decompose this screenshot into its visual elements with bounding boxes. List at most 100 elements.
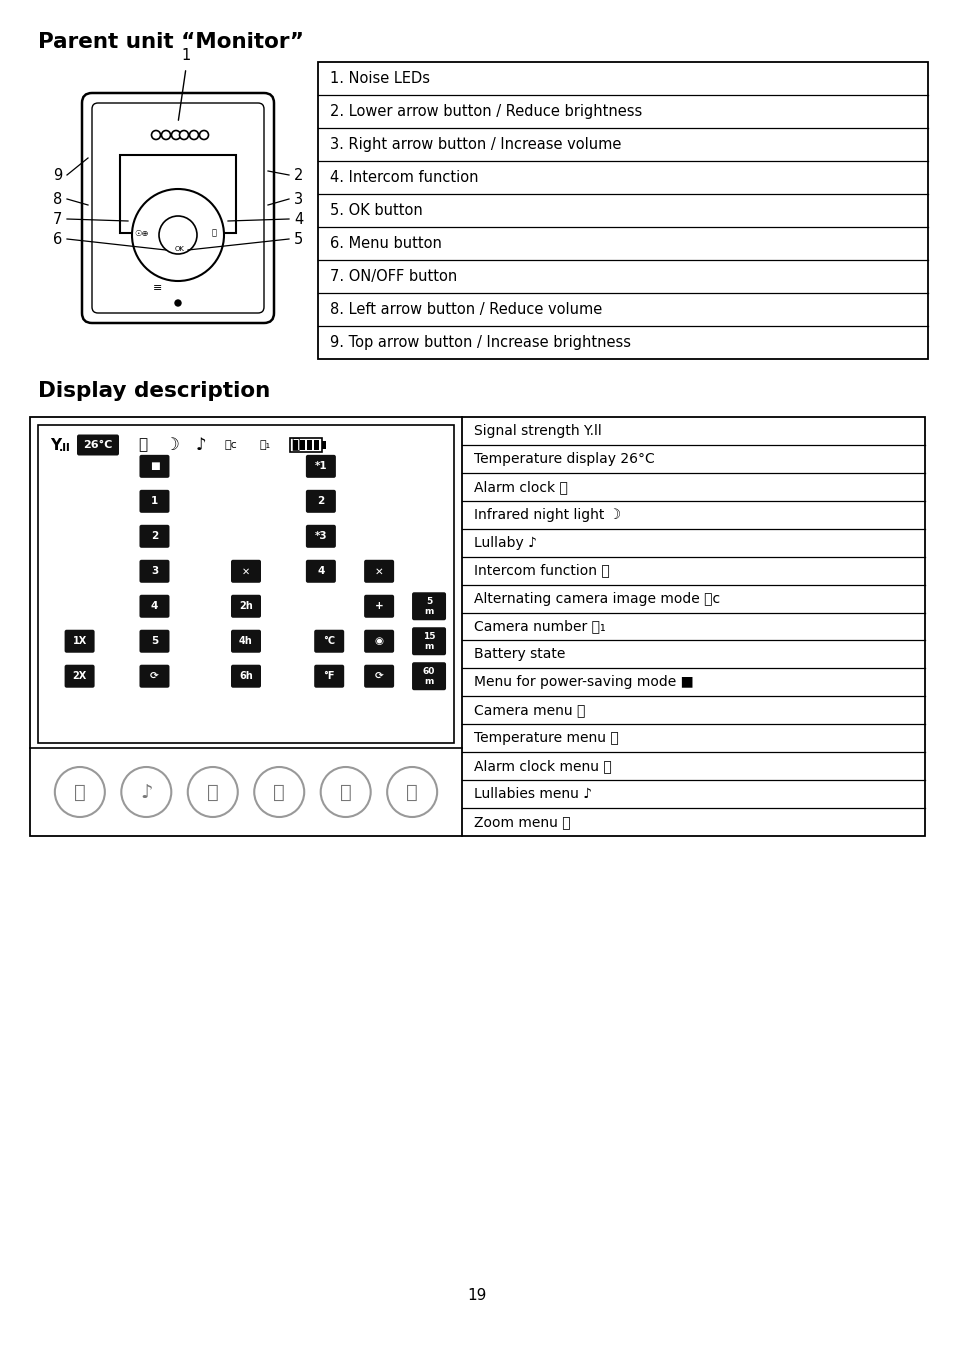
Text: 15
m: 15 m: [422, 632, 435, 651]
Text: 1. Noise LEDs: 1. Noise LEDs: [330, 71, 430, 86]
Text: 🔍: 🔍: [74, 783, 86, 802]
Text: 1: 1: [181, 48, 191, 63]
Text: 9: 9: [52, 168, 62, 183]
FancyBboxPatch shape: [139, 594, 170, 617]
Text: 6. Menu button: 6. Menu button: [330, 235, 441, 252]
Text: 6h: 6h: [239, 671, 253, 681]
Text: ☉⊕: ☉⊕: [134, 229, 149, 238]
FancyBboxPatch shape: [314, 629, 344, 652]
Text: 8: 8: [52, 191, 62, 207]
FancyBboxPatch shape: [82, 93, 274, 323]
Text: ⏰: ⏰: [138, 437, 148, 452]
Text: Lullabies menu ♪: Lullabies menu ♪: [474, 787, 592, 802]
Text: Camera number 📷₁: Camera number 📷₁: [474, 620, 605, 633]
FancyBboxPatch shape: [412, 592, 446, 620]
Bar: [293, 440, 297, 451]
Text: Alarm clock ⏰: Alarm clock ⏰: [474, 480, 567, 494]
Text: 4: 4: [151, 601, 158, 611]
Text: Temperature menu 🌡: Temperature menu 🌡: [474, 732, 618, 745]
FancyBboxPatch shape: [139, 490, 170, 512]
Text: ⟳: ⟳: [150, 671, 159, 681]
Text: 🎤: 🎤: [292, 437, 300, 451]
Text: 🎤: 🎤: [212, 229, 216, 238]
Bar: [299, 440, 305, 451]
Text: 📷₁: 📷₁: [259, 440, 271, 451]
Text: OK: OK: [175, 246, 185, 252]
Text: Lullaby ♪: Lullaby ♪: [474, 535, 537, 550]
FancyBboxPatch shape: [139, 560, 170, 582]
FancyBboxPatch shape: [314, 664, 344, 687]
Text: 26°C: 26°C: [83, 440, 112, 451]
Circle shape: [161, 130, 171, 140]
Text: +: +: [375, 601, 383, 611]
FancyBboxPatch shape: [306, 455, 335, 477]
Text: 5: 5: [294, 231, 303, 246]
Circle shape: [190, 130, 198, 140]
Circle shape: [179, 130, 189, 140]
Bar: [290, 438, 322, 452]
Text: ♪: ♪: [140, 783, 152, 802]
Text: 2: 2: [151, 531, 158, 541]
Text: 🌡: 🌡: [274, 783, 285, 802]
Text: 6: 6: [52, 231, 62, 246]
Text: Camera menu 📷: Camera menu 📷: [474, 703, 585, 717]
FancyBboxPatch shape: [306, 560, 335, 582]
FancyBboxPatch shape: [231, 594, 261, 617]
Text: ☽: ☽: [164, 436, 179, 455]
Text: 2h: 2h: [239, 601, 253, 611]
FancyBboxPatch shape: [77, 434, 119, 456]
Text: 1: 1: [151, 496, 158, 506]
Text: 4: 4: [294, 211, 303, 226]
Text: 5
m: 5 m: [424, 597, 434, 616]
Text: ⟳: ⟳: [375, 671, 383, 681]
Circle shape: [132, 190, 224, 281]
Text: Infrared night light ☽: Infrared night light ☽: [474, 508, 620, 522]
Text: 9. Top arrow button / Increase brightness: 9. Top arrow button / Increase brightnes…: [330, 335, 630, 350]
FancyBboxPatch shape: [364, 560, 394, 582]
FancyBboxPatch shape: [412, 627, 446, 655]
FancyBboxPatch shape: [139, 629, 170, 652]
Text: 3: 3: [294, 191, 303, 207]
FancyBboxPatch shape: [65, 664, 94, 687]
Text: Alternating camera image mode 📷c: Alternating camera image mode 📷c: [474, 592, 720, 605]
Text: 📷: 📷: [339, 783, 352, 802]
FancyBboxPatch shape: [139, 455, 170, 477]
Text: ♪: ♪: [195, 436, 206, 455]
Text: ⏰: ⏰: [207, 783, 218, 802]
Text: Y: Y: [50, 437, 61, 452]
Text: 19: 19: [467, 1287, 486, 1302]
Text: 4: 4: [316, 566, 324, 576]
Text: 💱: 💱: [406, 783, 417, 802]
FancyBboxPatch shape: [231, 629, 261, 652]
Circle shape: [152, 130, 160, 140]
Text: 2. Lower arrow button / Reduce brightness: 2. Lower arrow button / Reduce brightnes…: [330, 104, 641, 118]
Text: 2: 2: [294, 168, 303, 183]
FancyBboxPatch shape: [306, 490, 335, 512]
Text: Menu for power-saving mode ■: Menu for power-saving mode ■: [474, 675, 693, 690]
Text: 5. OK button: 5. OK button: [330, 203, 422, 218]
Text: Temperature display 26°C: Temperature display 26°C: [474, 452, 654, 465]
Text: °F: °F: [323, 671, 335, 681]
Circle shape: [159, 217, 196, 254]
Text: 2: 2: [317, 496, 324, 506]
Text: *3: *3: [314, 531, 327, 541]
FancyBboxPatch shape: [65, 629, 94, 652]
Text: 7: 7: [52, 211, 62, 226]
FancyBboxPatch shape: [139, 525, 170, 547]
Text: Alarm clock menu ⏰: Alarm clock menu ⏰: [474, 759, 611, 773]
Text: Parent unit “Monitor”: Parent unit “Monitor”: [38, 32, 304, 52]
Bar: [38, 425, 454, 742]
FancyBboxPatch shape: [306, 525, 335, 547]
FancyBboxPatch shape: [231, 560, 261, 582]
FancyBboxPatch shape: [364, 664, 394, 687]
Text: 4. Intercom function: 4. Intercom function: [330, 169, 478, 186]
Text: 1X: 1X: [72, 636, 87, 646]
Text: ◉: ◉: [375, 636, 383, 646]
Text: Signal strength Y.ll: Signal strength Y.ll: [474, 424, 601, 438]
Text: Display description: Display description: [38, 381, 270, 401]
Text: ✕: ✕: [375, 566, 383, 576]
Bar: [307, 440, 312, 451]
Circle shape: [172, 130, 180, 140]
Text: .ll: .ll: [59, 443, 71, 453]
Text: 4h: 4h: [239, 636, 253, 646]
